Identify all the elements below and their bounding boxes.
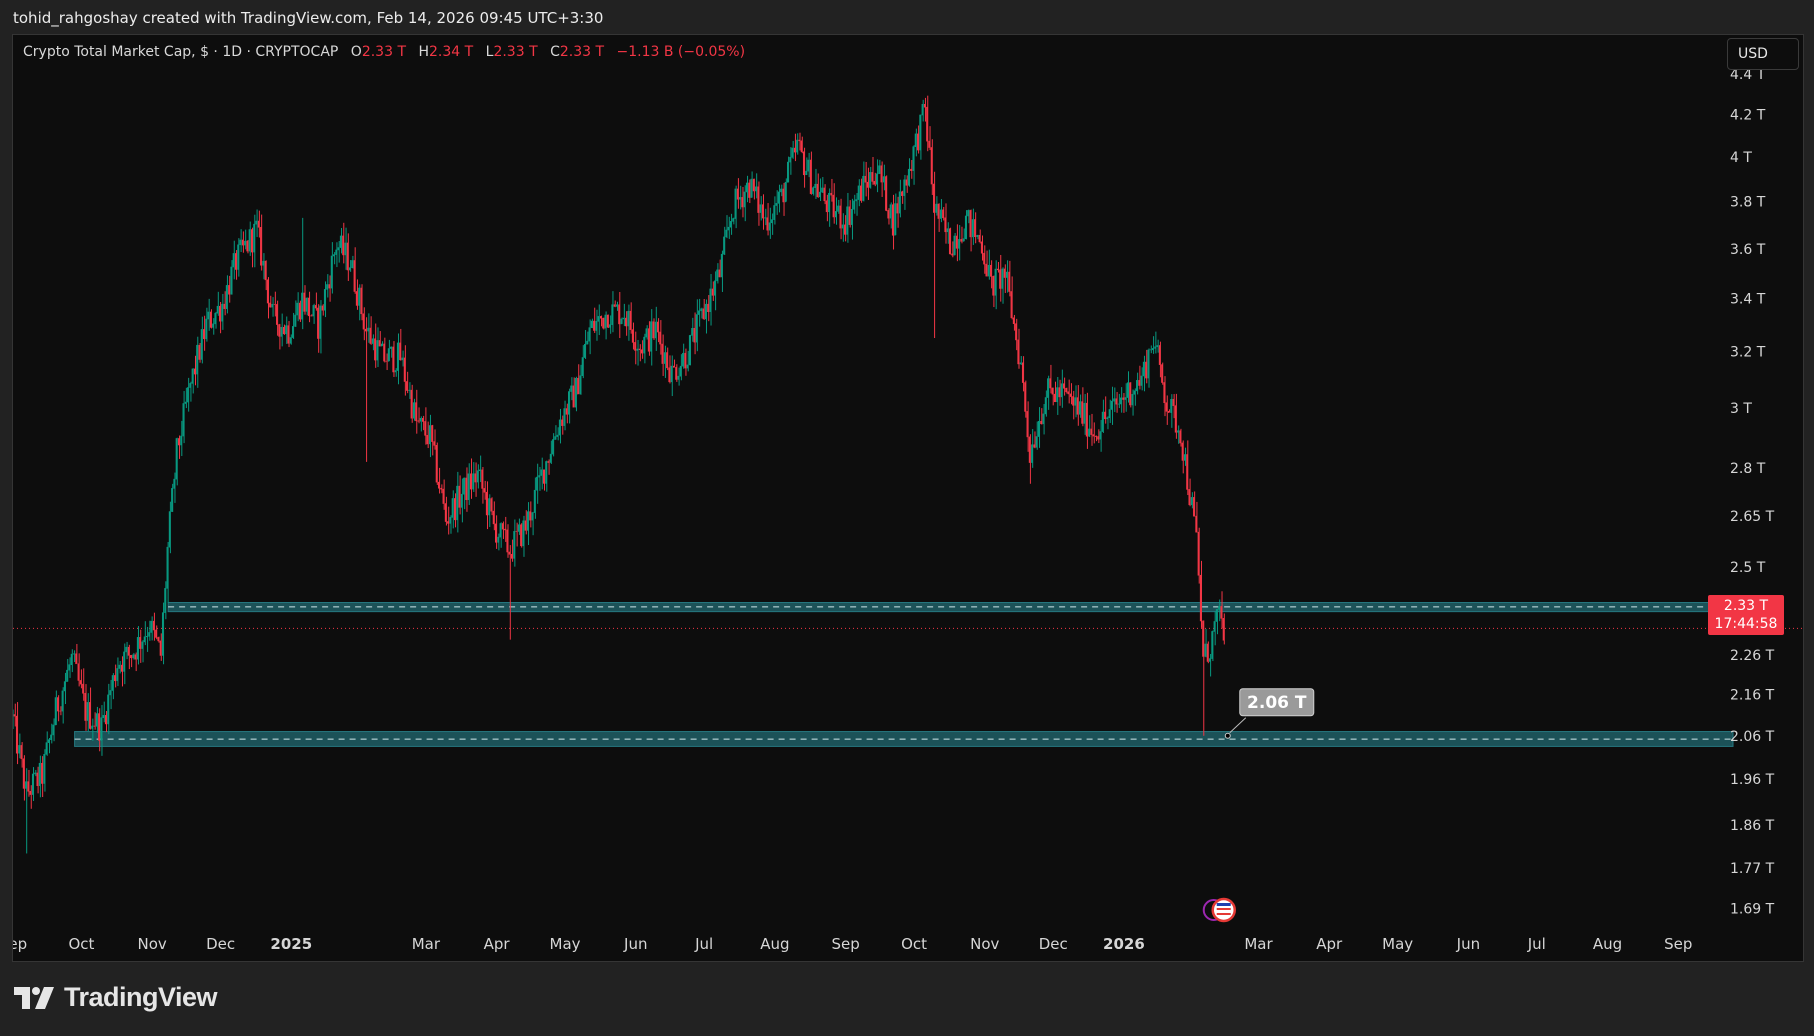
callout-pointer: [1229, 717, 1247, 734]
y-tick-label: 3.6 T: [1730, 242, 1766, 258]
x-tick-label: May: [550, 935, 581, 953]
y-tick-label: 1.86 T: [1730, 818, 1775, 834]
x-tick-label: May: [1382, 935, 1413, 953]
change-value: −1.13 B (−0.05%): [616, 44, 746, 60]
y-tick-label: 3.8 T: [1730, 195, 1766, 211]
y-tick-label: 4 T: [1730, 150, 1752, 166]
y-tick-label: 1.96 T: [1730, 772, 1775, 788]
y-tick-label: 3.2 T: [1730, 345, 1766, 361]
x-tick-label: Mar: [412, 935, 441, 953]
open-value: 2.33 T: [361, 44, 407, 60]
x-tick-label: Nov: [970, 935, 999, 953]
bar-countdown: 17:44:58: [1714, 616, 1778, 632]
high-value: 2.34 T: [429, 44, 474, 60]
y-tick-label: 2.16 T: [1730, 687, 1775, 703]
low-label: L: [485, 44, 494, 60]
x-tick-label: Jun: [623, 935, 647, 953]
y-tick-label: 2.06 T: [1730, 729, 1775, 745]
chart-caption: tohid_rahgoshay created with TradingView…: [13, 9, 604, 27]
x-tick-label: Aug: [760, 935, 789, 953]
x-tick-label: Sep: [13, 935, 27, 953]
open-label: O: [350, 44, 362, 60]
x-tick-label: Dec: [206, 935, 235, 953]
y-tick-label: 4.2 T: [1730, 107, 1766, 123]
x-tick-label: Jul: [1527, 935, 1546, 953]
x-tick-label: Jul: [694, 935, 713, 953]
candlestick-chart[interactable]: 2.06 T 4.4 T 4.2 T 4 T 3.8 T 3.6 T 3.4 T 3.2 T 3…: [13, 35, 1803, 961]
low-value: 2.33 T: [493, 44, 538, 60]
x-tick-label: Sep: [831, 935, 859, 953]
last-price-tag: 2.33 T 17:44:58: [1708, 595, 1784, 635]
y-tick-label: 4.4 T: [1730, 67, 1766, 83]
flag-stripe: [1216, 913, 1231, 915]
y-tick-label: 2.5 T: [1730, 560, 1766, 576]
y-tick-label: 2.8 T: [1730, 461, 1766, 477]
x-tick-label: Oct: [901, 935, 927, 953]
x-tick-label: Aug: [1593, 935, 1622, 953]
y-tick-label: 1.77 T: [1730, 861, 1775, 877]
last-price-value: 2.33 T: [1723, 598, 1769, 614]
x-tick-label: Nov: [138, 935, 167, 953]
chart-panel[interactable]: 2.06 T 4.4 T 4.2 T 4 T 3.8 T 3.6 T 3.4 T 3.2 T 3…: [12, 34, 1804, 962]
y-tick-label: 3 T: [1730, 401, 1752, 417]
high-label: H: [418, 44, 429, 60]
x-tick-label: Apr: [484, 935, 511, 953]
x-tick-label: 2025: [270, 935, 312, 953]
x-tick-label: Oct: [68, 935, 94, 953]
callout-anchor: [1224, 732, 1231, 739]
flag-stripe: [1216, 908, 1231, 910]
tradingview-wordmark: TradingView: [64, 982, 218, 1012]
x-tick-label: Sep: [1664, 935, 1692, 953]
flag-canton: [1216, 903, 1231, 906]
close-label: C: [550, 44, 560, 60]
x-tick-label: Mar: [1244, 935, 1273, 953]
close-value: 2.33 T: [559, 44, 605, 60]
callout-box: [1239, 688, 1315, 717]
tradingview-logo[interactable]: TradingView: [14, 982, 218, 1013]
x-tick-label: Jun: [1456, 935, 1480, 953]
currency-button[interactable]: USD: [1727, 38, 1799, 70]
symbol-legend: Crypto Total Market Cap, $ · 1D · CRYPTO…: [23, 44, 745, 60]
y-tick-label: 2.26 T: [1730, 648, 1775, 664]
y-tick-label: 3.4 T: [1730, 292, 1766, 308]
x-tick-label: Apr: [1316, 935, 1343, 953]
x-tick-label: 2026: [1103, 935, 1145, 953]
y-tick-label: 1.69 T: [1730, 901, 1775, 917]
tradingview-logo-icon: [14, 986, 54, 1009]
x-tick-label: Dec: [1039, 935, 1068, 953]
callout-label: 2.06 T: [1247, 693, 1307, 713]
symbol-title: Crypto Total Market Cap, $ · 1D · CRYPTO…: [23, 44, 339, 60]
y-tick-label: 2.65 T: [1730, 509, 1775, 525]
